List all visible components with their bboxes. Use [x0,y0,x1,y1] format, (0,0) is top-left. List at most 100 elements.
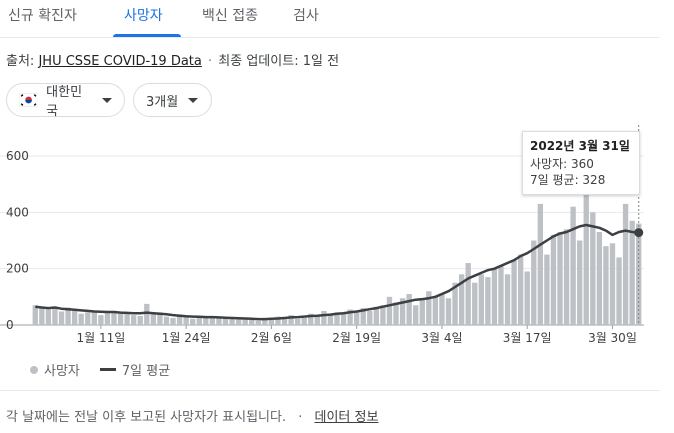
bar [196,316,202,325]
bar [216,317,222,325]
bar [176,314,183,325]
bar [616,257,622,325]
bar [288,315,294,325]
bar [190,318,196,325]
bar [570,206,576,325]
bar [439,294,445,325]
bar [39,308,45,325]
bar [491,268,498,325]
bar [596,232,603,325]
bar [222,316,229,325]
bar [334,312,340,325]
last-updated: 최종 업데이트: 1일 전 [218,54,340,69]
tab-bar: 신규 확진자 사망자 백신 접종 검사 [0,0,660,38]
x-tick-label: 2월 19일 [332,331,381,345]
bar [622,203,629,325]
tooltip-average: 7일 평균: 328 [530,173,606,187]
footer-separator: · [298,410,303,425]
bar [386,296,393,325]
legend-deaths: 사망자 [44,364,80,379]
bar [209,315,216,325]
bar [262,318,268,325]
bar [157,312,163,325]
chart-legend: 사망자 7일 평균 [30,360,170,379]
deaths-chart[interactable]: 1월 11일 1월 24일 2월 6일 2월 19일 3월 4일 3월 17일 3월 30일… [0,125,670,353]
bar [347,309,353,325]
period-dropdown[interactable]: 3개월 [133,83,212,117]
bar [91,310,97,325]
bar [111,310,117,325]
bar [203,317,209,325]
tab-tests[interactable]: 검사 [293,8,319,24]
y-tick-label: 200 [6,262,29,276]
bar [249,319,255,325]
period-label: 3개월 [146,94,179,110]
tab-deaths[interactable]: 사망자 [124,8,163,24]
bar [130,315,137,325]
bar [52,306,58,325]
bar [327,315,334,325]
bar [452,282,458,325]
bar [117,313,124,325]
bar [85,312,91,325]
y-tick-label: 400 [6,205,29,219]
bar [629,220,635,325]
bar [275,316,281,325]
bar [426,291,432,325]
legend-average: 7일 평균 [121,364,171,379]
line-legend-swatch [99,368,116,371]
hover-point [634,228,644,238]
tab-new-cases[interactable]: 신규 확진자 [8,8,77,24]
bar [373,306,380,325]
bar [472,282,478,325]
bar [255,320,261,325]
country-dropdown[interactable]: 대한민국 [6,83,125,119]
source-separator: · [208,54,213,69]
active-tab-indicator [113,34,181,37]
bar [531,240,537,325]
bar [478,274,484,325]
x-tick-label: 1월 24일 [162,331,211,345]
bar [432,296,439,325]
bar [294,318,301,325]
bar [419,299,425,325]
bar [340,313,347,325]
tooltip-deaths: 사망자: 360 [530,157,594,171]
x-tick-label: 3월 30일 [588,331,637,345]
bar [360,308,366,325]
tooltip-date: 2022년 3월 31일 [530,139,630,153]
bar [524,271,530,325]
source-link[interactable]: JHU CSSE COVID-19 Data [38,54,202,69]
bar [150,313,157,325]
bar [32,305,38,325]
x-tick-label: 2월 6일 [251,331,292,345]
bar [78,313,84,325]
bar [504,274,511,325]
bar [353,312,360,325]
bar [242,317,248,325]
bar [268,319,275,325]
x-tick-label: 1월 11일 [76,331,125,345]
bar [65,307,71,325]
bar [485,277,491,325]
bar [104,311,111,325]
bar [583,192,589,325]
data-info-link[interactable]: 데이터 정보 [314,410,379,425]
tab-vaccinations[interactable]: 백신 접종 [202,8,258,24]
bar [137,315,143,325]
bar [458,274,465,325]
bar [144,303,150,325]
x-tick-label: 3월 17일 [503,331,552,345]
bar [563,229,570,325]
bar [557,232,563,325]
bar [550,234,557,325]
chevron-down-icon [188,97,199,103]
bar [393,302,399,325]
bar [517,254,524,325]
bar [163,316,170,325]
bar-legend-swatch [30,365,38,374]
y-tick-label: 600 [6,149,29,163]
bar [308,313,314,325]
bar [71,310,78,325]
bar [229,318,235,325]
